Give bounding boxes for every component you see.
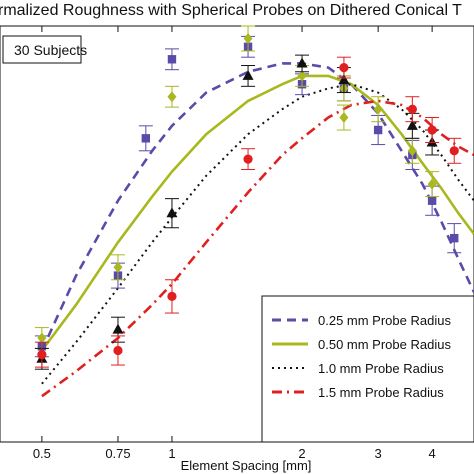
data-point-1-1 xyxy=(110,254,125,281)
data-point-3-5 xyxy=(405,96,420,123)
data-point-3-3 xyxy=(241,148,256,171)
data-point-1-6 xyxy=(336,104,351,131)
legend-label-2: 1.0 mm Probe Radius xyxy=(318,361,444,376)
x-tick-label-1: 0.75 xyxy=(105,446,130,461)
legend-label-3: 1.5 mm Probe Radius xyxy=(318,385,444,400)
legend: 0.25 mm Probe Radius 0.50 mm Probe Radiu… xyxy=(261,295,474,443)
marker-square-0-2 xyxy=(141,134,151,143)
data-point-3-4 xyxy=(336,56,351,79)
marker-triangle-2-3 xyxy=(242,69,254,80)
marker-circle-3-7 xyxy=(449,146,459,156)
data-point-1-3 xyxy=(241,25,256,52)
data-point-3-0 xyxy=(34,341,49,368)
data-point-0-10 xyxy=(447,223,462,254)
marker-circle-3-5 xyxy=(407,104,417,114)
x-tick-label-2: 1 xyxy=(168,446,175,461)
data-point-2-4 xyxy=(295,54,310,73)
x-tick-label-0: 0.5 xyxy=(33,446,51,461)
marker-diamond-1-4 xyxy=(297,70,307,82)
marker-triangle-2-1 xyxy=(112,323,124,334)
data-point-2-3 xyxy=(241,65,256,87)
chart-title: rmalized Roughness with Spherical Probes… xyxy=(0,2,462,19)
annotation-box: 30 Subjects xyxy=(2,35,87,64)
data-point-1-2 xyxy=(164,85,179,108)
marker-circle-3-4 xyxy=(339,63,349,73)
marker-square-0-7 xyxy=(373,125,383,135)
marker-diamond-1-9 xyxy=(427,178,437,190)
series-line-3 xyxy=(41,99,474,398)
marker-circle-3-1 xyxy=(113,345,123,356)
data-point-1-7 xyxy=(371,96,386,123)
marker-diamond-1-7 xyxy=(373,103,383,115)
marker-triangle-2-4 xyxy=(296,57,308,68)
data-point-2-2 xyxy=(164,198,179,229)
data-point-0-3 xyxy=(164,48,179,71)
data-point-3-7 xyxy=(447,137,462,164)
marker-square-0-3 xyxy=(167,55,177,64)
marker-triangle-2-2 xyxy=(166,207,178,218)
x-axis-label: Element Spacing [mm] xyxy=(181,458,312,473)
marker-circle-3-0 xyxy=(37,350,47,360)
data-point-3-1 xyxy=(110,335,125,366)
x-tick-label-5: 4 xyxy=(429,446,436,461)
marker-circle-3-3 xyxy=(243,154,253,164)
data-point-0-2 xyxy=(138,125,153,152)
marker-triangle-2-5 xyxy=(338,74,350,85)
marker-square-0-10 xyxy=(450,233,459,243)
data-point-3-6 xyxy=(425,117,440,143)
legend-label-0: 0.25 mm Probe Radius xyxy=(318,313,451,328)
marker-diamond-1-6 xyxy=(339,112,349,124)
marker-circle-3-2 xyxy=(167,291,177,301)
legend-label-1: 0.50 mm Probe Radius xyxy=(318,337,451,352)
marker-circle-3-6 xyxy=(427,125,437,135)
marker-diamond-1-8 xyxy=(407,145,417,157)
marker-diamond-1-0 xyxy=(37,332,47,344)
data-point-3-2 xyxy=(164,279,179,314)
marker-diamond-1-2 xyxy=(167,91,177,103)
x-tick-label-4: 3 xyxy=(375,446,382,461)
data-point-1-9 xyxy=(425,171,440,198)
marker-triangle-2-6 xyxy=(406,119,418,130)
marker-diamond-1-3 xyxy=(243,32,253,44)
marker-diamond-1-1 xyxy=(113,261,123,273)
annotation-text: 30 Subjects xyxy=(14,42,87,58)
x-tick-label-3: 2 xyxy=(298,446,305,461)
marker-square-0-9 xyxy=(427,196,437,205)
